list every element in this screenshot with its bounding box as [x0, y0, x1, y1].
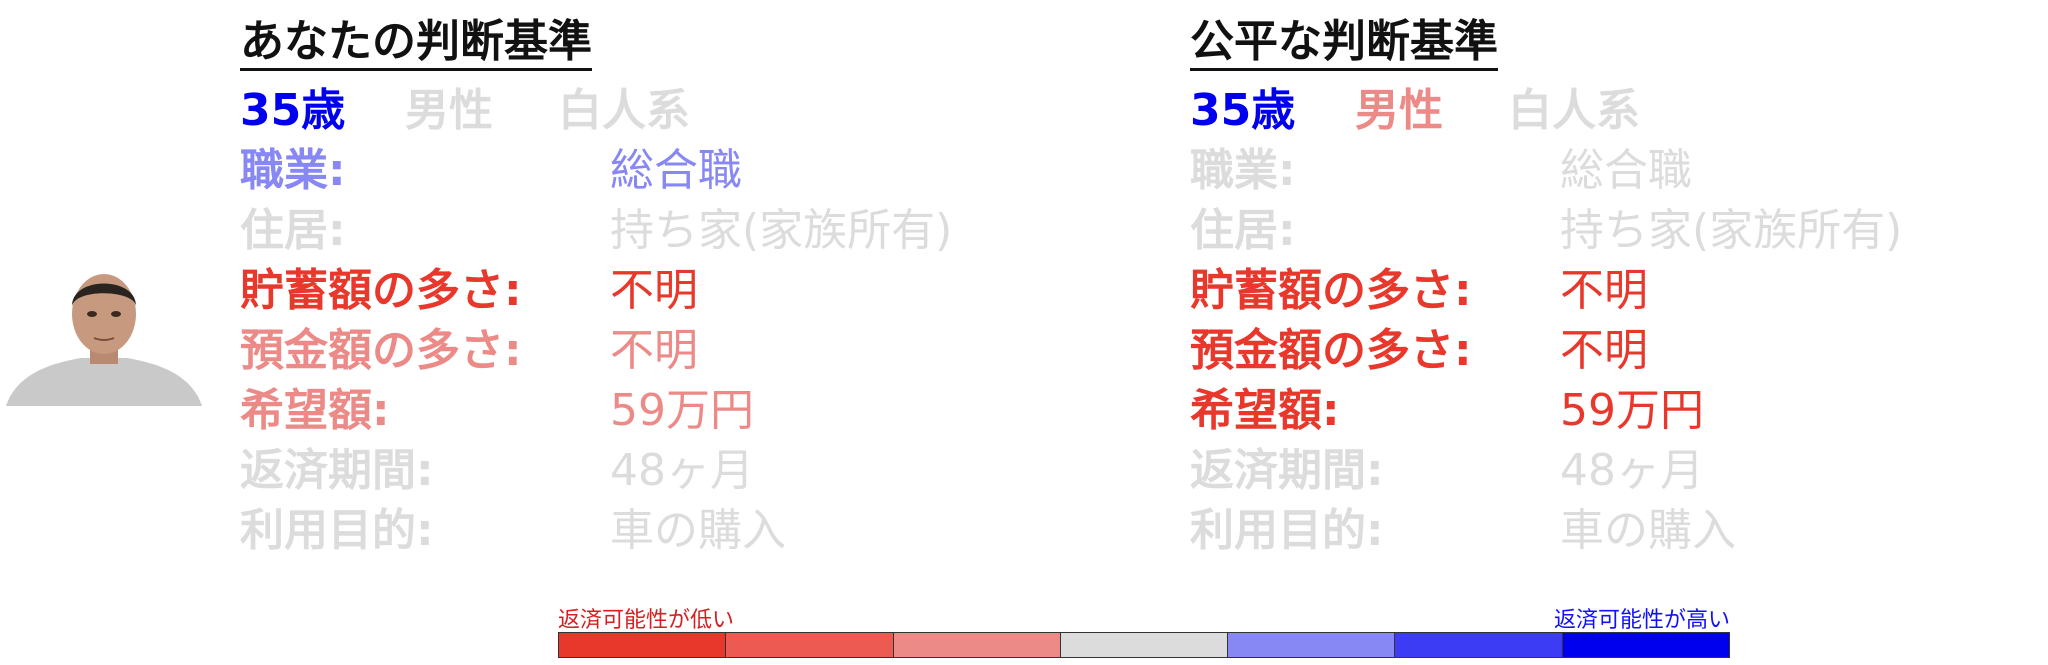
attribute-label: 住居: — [240, 205, 346, 257]
attribute-row-purpose: 利用目的: 車の購入 — [240, 501, 1140, 561]
attribute-row-purpose: 利用目的: 車の購入 — [1190, 501, 2048, 561]
age-label: 35歳 — [240, 85, 346, 137]
attribute-value: 不明 — [610, 325, 698, 377]
attribute-value: 48ヶ月 — [1560, 445, 1704, 497]
attribute-row-occupation: 職業: 総合職 — [240, 141, 1140, 201]
fair-criteria-panel: 公平な判断基準 35歳 男性 白人系 職業: 総合職 住居: 持ち家(家族所有)… — [1190, 17, 2048, 561]
attribute-value: 総合職 — [610, 145, 742, 197]
race-label: 白人系 — [1508, 85, 1640, 137]
attribute-label: 希望額: — [240, 385, 390, 437]
legend-swatch — [726, 633, 894, 657]
legend-swatch — [1060, 633, 1229, 657]
attribute-label: 職業: — [1190, 145, 1296, 197]
legend-swatch — [1228, 633, 1396, 657]
legend-swatch — [559, 633, 727, 657]
attribute-row-requested-amount: 希望額: 59万円 — [240, 381, 1140, 441]
attribute-value: 59万円 — [610, 385, 754, 437]
attribute-value: 持ち家(家族所有) — [610, 205, 953, 257]
fair-criteria-title: 公平な判断基準 — [1190, 17, 1498, 72]
legend-low-label: 返済可能性が低い — [558, 608, 735, 633]
attribute-row-savings: 貯蓄額の多さ: 不明 — [1190, 261, 2048, 321]
applicant-photo — [6, 266, 202, 406]
attribute-label: 返済期間: — [240, 445, 434, 497]
attribute-label: 利用目的: — [240, 505, 434, 557]
legend-swatch — [1562, 633, 1729, 657]
gender-label: 男性 — [405, 85, 493, 137]
attribute-label: 預金額の多さ: — [240, 325, 522, 377]
attribute-row-requested-amount: 希望額: 59万円 — [1190, 381, 2048, 441]
attribute-value: 48ヶ月 — [610, 445, 754, 497]
gender-label: 男性 — [1355, 85, 1443, 137]
legend-color-scale — [558, 632, 1730, 658]
user-criteria-panel: あなたの判断基準 35歳 男性 白人系 職業: 総合職 住居: 持ち家(家族所有… — [240, 17, 1140, 561]
attribute-label: 貯蓄額の多さ: — [240, 265, 522, 317]
attribute-label: 希望額: — [1190, 385, 1340, 437]
attribute-row-deposits: 預金額の多さ: 不明 — [240, 321, 1140, 381]
attribute-value: 総合職 — [1560, 145, 1692, 197]
attribute-label: 利用目的: — [1190, 505, 1384, 557]
attribute-label: 返済期間: — [1190, 445, 1384, 497]
attribute-label: 預金額の多さ: — [1190, 325, 1472, 377]
attribute-value: 車の購入 — [1560, 505, 1736, 557]
user-criteria-title: あなたの判断基準 — [240, 17, 592, 72]
attribute-row-repayment-period: 返済期間: 48ヶ月 — [240, 441, 1140, 501]
attribute-value: 車の購入 — [610, 505, 786, 557]
race-label: 白人系 — [558, 85, 690, 137]
attribute-label: 職業: — [240, 145, 346, 197]
attribute-list: 職業: 総合職 住居: 持ち家(家族所有) 貯蓄額の多さ: 不明 預金額の多さ:… — [240, 141, 1140, 561]
attribute-row-repayment-period: 返済期間: 48ヶ月 — [1190, 441, 2048, 501]
legend-swatch — [893, 633, 1061, 657]
attribute-value: 不明 — [1560, 265, 1648, 317]
age-label: 35歳 — [1190, 85, 1296, 137]
attribute-value: 59万円 — [1560, 385, 1704, 437]
attribute-value: 不明 — [610, 265, 698, 317]
attribute-label: 貯蓄額の多さ: — [1190, 265, 1472, 317]
legend-high-label: 返済可能性が高い — [1553, 608, 1730, 633]
attribute-value: 不明 — [1560, 325, 1648, 377]
attribute-row-occupation: 職業: 総合職 — [1190, 141, 2048, 201]
attribute-list: 職業: 総合職 住居: 持ち家(家族所有) 貯蓄額の多さ: 不明 預金額の多さ:… — [1190, 141, 2048, 561]
attribute-value: 持ち家(家族所有) — [1560, 205, 1903, 257]
attribute-label: 住居: — [1190, 205, 1296, 257]
attribute-row-deposits: 預金額の多さ: 不明 — [1190, 321, 2048, 381]
attribute-row-housing: 住居: 持ち家(家族所有) — [1190, 201, 2048, 261]
attribute-row-housing: 住居: 持ち家(家族所有) — [240, 201, 1140, 261]
attribute-row-savings: 貯蓄額の多さ: 不明 — [240, 261, 1140, 321]
legend-swatch — [1395, 633, 1563, 657]
demographics-row: 35歳 男性 白人系 — [1190, 81, 2048, 141]
demographics-row: 35歳 男性 白人系 — [240, 81, 1140, 141]
